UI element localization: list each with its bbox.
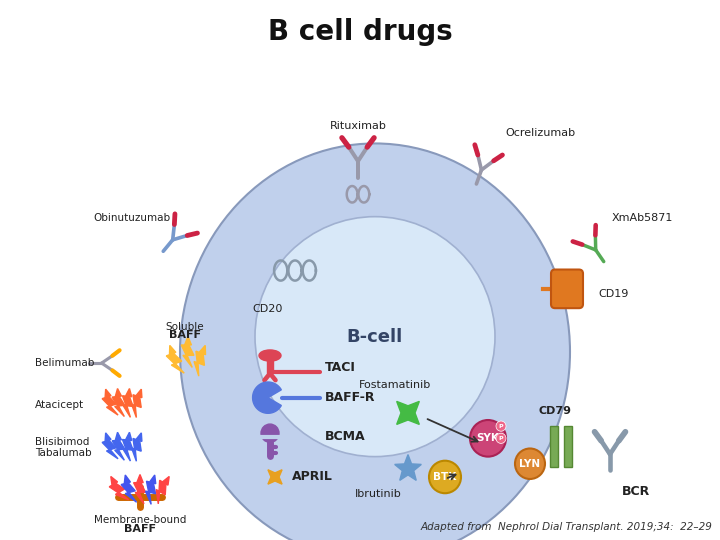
Text: Soluble: Soluble — [166, 321, 204, 332]
Circle shape — [496, 433, 506, 443]
Polygon shape — [145, 475, 156, 504]
Text: Blisibimod: Blisibimod — [35, 437, 89, 447]
Text: LYN: LYN — [519, 459, 541, 469]
Polygon shape — [395, 455, 421, 481]
Polygon shape — [102, 433, 118, 459]
Text: CD19: CD19 — [598, 289, 629, 299]
Text: XmAb5871: XmAb5871 — [612, 213, 673, 223]
Polygon shape — [181, 336, 194, 367]
Bar — [564, 426, 572, 467]
Text: B-cell: B-cell — [347, 328, 403, 346]
Polygon shape — [121, 475, 137, 502]
Polygon shape — [112, 432, 125, 460]
Text: Ibrutinib: Ibrutinib — [355, 489, 401, 499]
Text: Atacicept: Atacicept — [35, 400, 84, 410]
Text: BAFF: BAFF — [169, 330, 201, 340]
FancyBboxPatch shape — [551, 269, 583, 308]
Text: TACI: TACI — [325, 361, 356, 374]
Text: BTK: BTK — [433, 472, 456, 482]
Polygon shape — [102, 389, 118, 415]
Ellipse shape — [180, 144, 570, 540]
Polygon shape — [253, 382, 282, 413]
Bar — [266, 355, 274, 374]
Polygon shape — [166, 346, 184, 373]
Polygon shape — [194, 346, 205, 376]
Text: Belimumab: Belimumab — [35, 358, 94, 368]
Bar — [550, 426, 558, 467]
Text: Membrane-bound: Membrane-bound — [94, 515, 186, 524]
Circle shape — [261, 424, 279, 442]
Text: BAFF-R: BAFF-R — [325, 391, 376, 404]
Polygon shape — [122, 432, 133, 461]
Text: Ocrelizumab: Ocrelizumab — [505, 129, 575, 138]
Text: B cell drugs: B cell drugs — [268, 18, 452, 46]
Circle shape — [496, 421, 506, 431]
Polygon shape — [109, 476, 129, 500]
Text: P: P — [499, 423, 503, 429]
Text: Adapted from  Nephrol Dial Transplant. 2019;34:  22–29: Adapted from Nephrol Dial Transplant. 20… — [420, 522, 712, 532]
Text: CD20: CD20 — [253, 304, 283, 314]
Circle shape — [515, 449, 545, 479]
Ellipse shape — [259, 350, 281, 361]
Circle shape — [470, 420, 506, 457]
Text: Rituximab: Rituximab — [330, 122, 387, 131]
Text: APRIL: APRIL — [292, 470, 333, 483]
Text: BCMA: BCMA — [325, 430, 366, 443]
Polygon shape — [134, 475, 145, 504]
Text: Tabalumab: Tabalumab — [35, 448, 91, 457]
Text: SYK: SYK — [477, 433, 500, 443]
Text: P: P — [499, 436, 503, 441]
Text: BCR: BCR — [622, 485, 650, 498]
Ellipse shape — [255, 217, 495, 457]
Polygon shape — [397, 401, 419, 424]
Polygon shape — [156, 476, 169, 504]
Polygon shape — [122, 389, 133, 417]
Text: CD79: CD79 — [539, 406, 572, 416]
Text: BAFF: BAFF — [124, 524, 156, 534]
Polygon shape — [132, 389, 142, 417]
Polygon shape — [132, 433, 142, 461]
Text: Obinutuzumab: Obinutuzumab — [93, 213, 170, 223]
Circle shape — [429, 461, 461, 493]
Text: Fostamatinib: Fostamatinib — [359, 380, 431, 389]
Polygon shape — [268, 470, 282, 484]
Polygon shape — [112, 389, 125, 416]
